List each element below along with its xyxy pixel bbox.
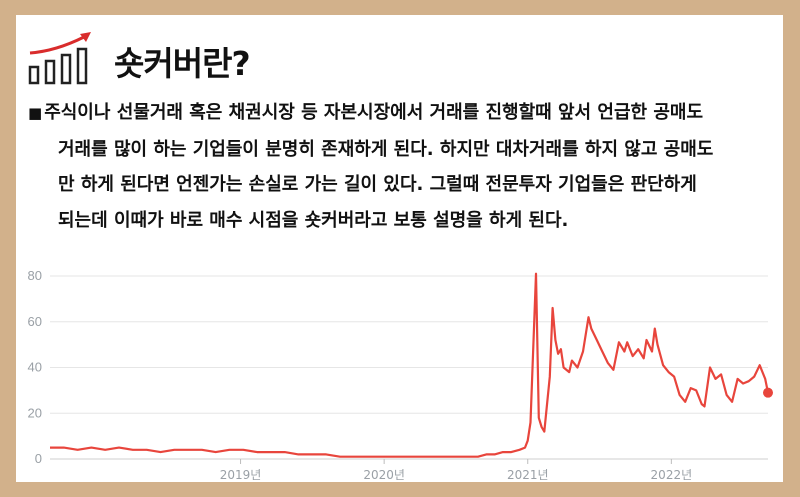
series-line [50,272,770,458]
x-tick-label: 2021년 [507,468,549,482]
paragraph-line: 주식이나 선물거래 혹은 채권시장 등 자본시장에서 거래를 진행할때 앞서 언… [44,102,704,123]
page-title: 숏커버란? [114,44,251,83]
y-tick-label: 0 [35,451,42,466]
paragraph-line: 만 하게 된다면 언젠가는 손실로 가는 길이 있다. 그럴때 전문투자 기업들… [58,174,697,195]
series-end-marker [763,387,773,398]
description-paragraph: ■ 주식이나 선물거래 혹은 채권시장 등 자본시장에서 거래를 진행할때 앞서 … [28,95,768,238]
paragraph-line: 되는데 이때가 바로 매수 시점을 숏커버라고 보통 설명을 하게 된다. [58,209,569,231]
y-tick-label: 60 [28,314,42,329]
content-card: 숏커버란? ■ 주식이나 선물거래 혹은 채권시장 등 자본시장에서 거래를 진행… [16,15,783,482]
y-tick-label: 20 [28,405,42,420]
x-tick-label: 2019년 [220,468,262,482]
bullet-square-icon: ■ [28,104,43,122]
growth-chart-icon [28,32,91,85]
y-tick-label: 80 [28,268,42,283]
line-chart: 0 20 40 60 80 2019년 2020년 2021년 2022년 [28,268,773,482]
y-tick-label: 40 [28,360,42,375]
x-tick-label: 2022년 [651,468,693,482]
title-row: 숏커버란? [28,23,728,85]
x-tick-label: 2020년 [363,468,405,482]
paragraph-line: 거래를 많이 하는 기업들이 분명히 존재하게 된다. 하지만 대차거래를 하지… [58,138,714,160]
